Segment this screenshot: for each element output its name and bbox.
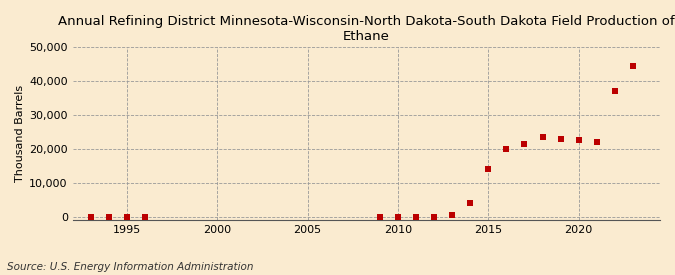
Point (85, 215, 96, 219)
Point (375, 215, 385, 219)
Point (483, 167, 493, 172)
Point (519, 142, 530, 146)
Point (501, 147, 512, 151)
Text: Source: U.S. Energy Information Administration: Source: U.S. Energy Information Administ… (7, 262, 253, 272)
Point (122, 215, 132, 219)
Point (429, 215, 439, 219)
Title: Annual Refining District Minnesota-Wisconsin-North Dakota-South Dakota Field Pro: Annual Refining District Minnesota-Wisco… (58, 15, 674, 43)
Point (537, 135, 548, 139)
Point (103, 215, 114, 219)
Point (447, 213, 458, 218)
Point (410, 215, 421, 219)
Y-axis label: Thousand Barrels: Thousand Barrels (15, 85, 25, 182)
Point (573, 138, 584, 143)
Point (610, 89, 620, 93)
Point (591, 140, 602, 144)
Point (628, 64, 639, 68)
Point (393, 215, 404, 219)
Point (140, 215, 151, 219)
Point (556, 137, 566, 141)
Point (465, 201, 476, 206)
